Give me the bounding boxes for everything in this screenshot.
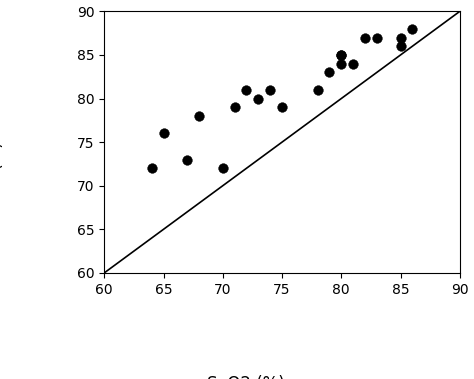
Point bbox=[255, 96, 262, 102]
Point bbox=[160, 130, 167, 136]
Point bbox=[349, 61, 357, 67]
Point bbox=[183, 157, 191, 163]
Point bbox=[148, 165, 155, 171]
Point bbox=[278, 104, 286, 110]
Point bbox=[337, 52, 345, 58]
Point bbox=[337, 52, 345, 58]
Point bbox=[266, 87, 274, 93]
Point bbox=[361, 34, 369, 41]
Point bbox=[409, 26, 416, 32]
Point bbox=[326, 69, 333, 75]
Point bbox=[373, 34, 381, 41]
Point bbox=[195, 113, 203, 119]
Text: SvO2 (%): SvO2 (%) bbox=[0, 141, 5, 219]
Point bbox=[397, 34, 404, 41]
Point bbox=[337, 61, 345, 67]
Point bbox=[397, 43, 404, 49]
Point bbox=[314, 87, 321, 93]
Text: SvO2 (%): SvO2 (%) bbox=[208, 375, 285, 379]
Point bbox=[231, 104, 238, 110]
Point bbox=[219, 165, 227, 171]
Point bbox=[243, 87, 250, 93]
